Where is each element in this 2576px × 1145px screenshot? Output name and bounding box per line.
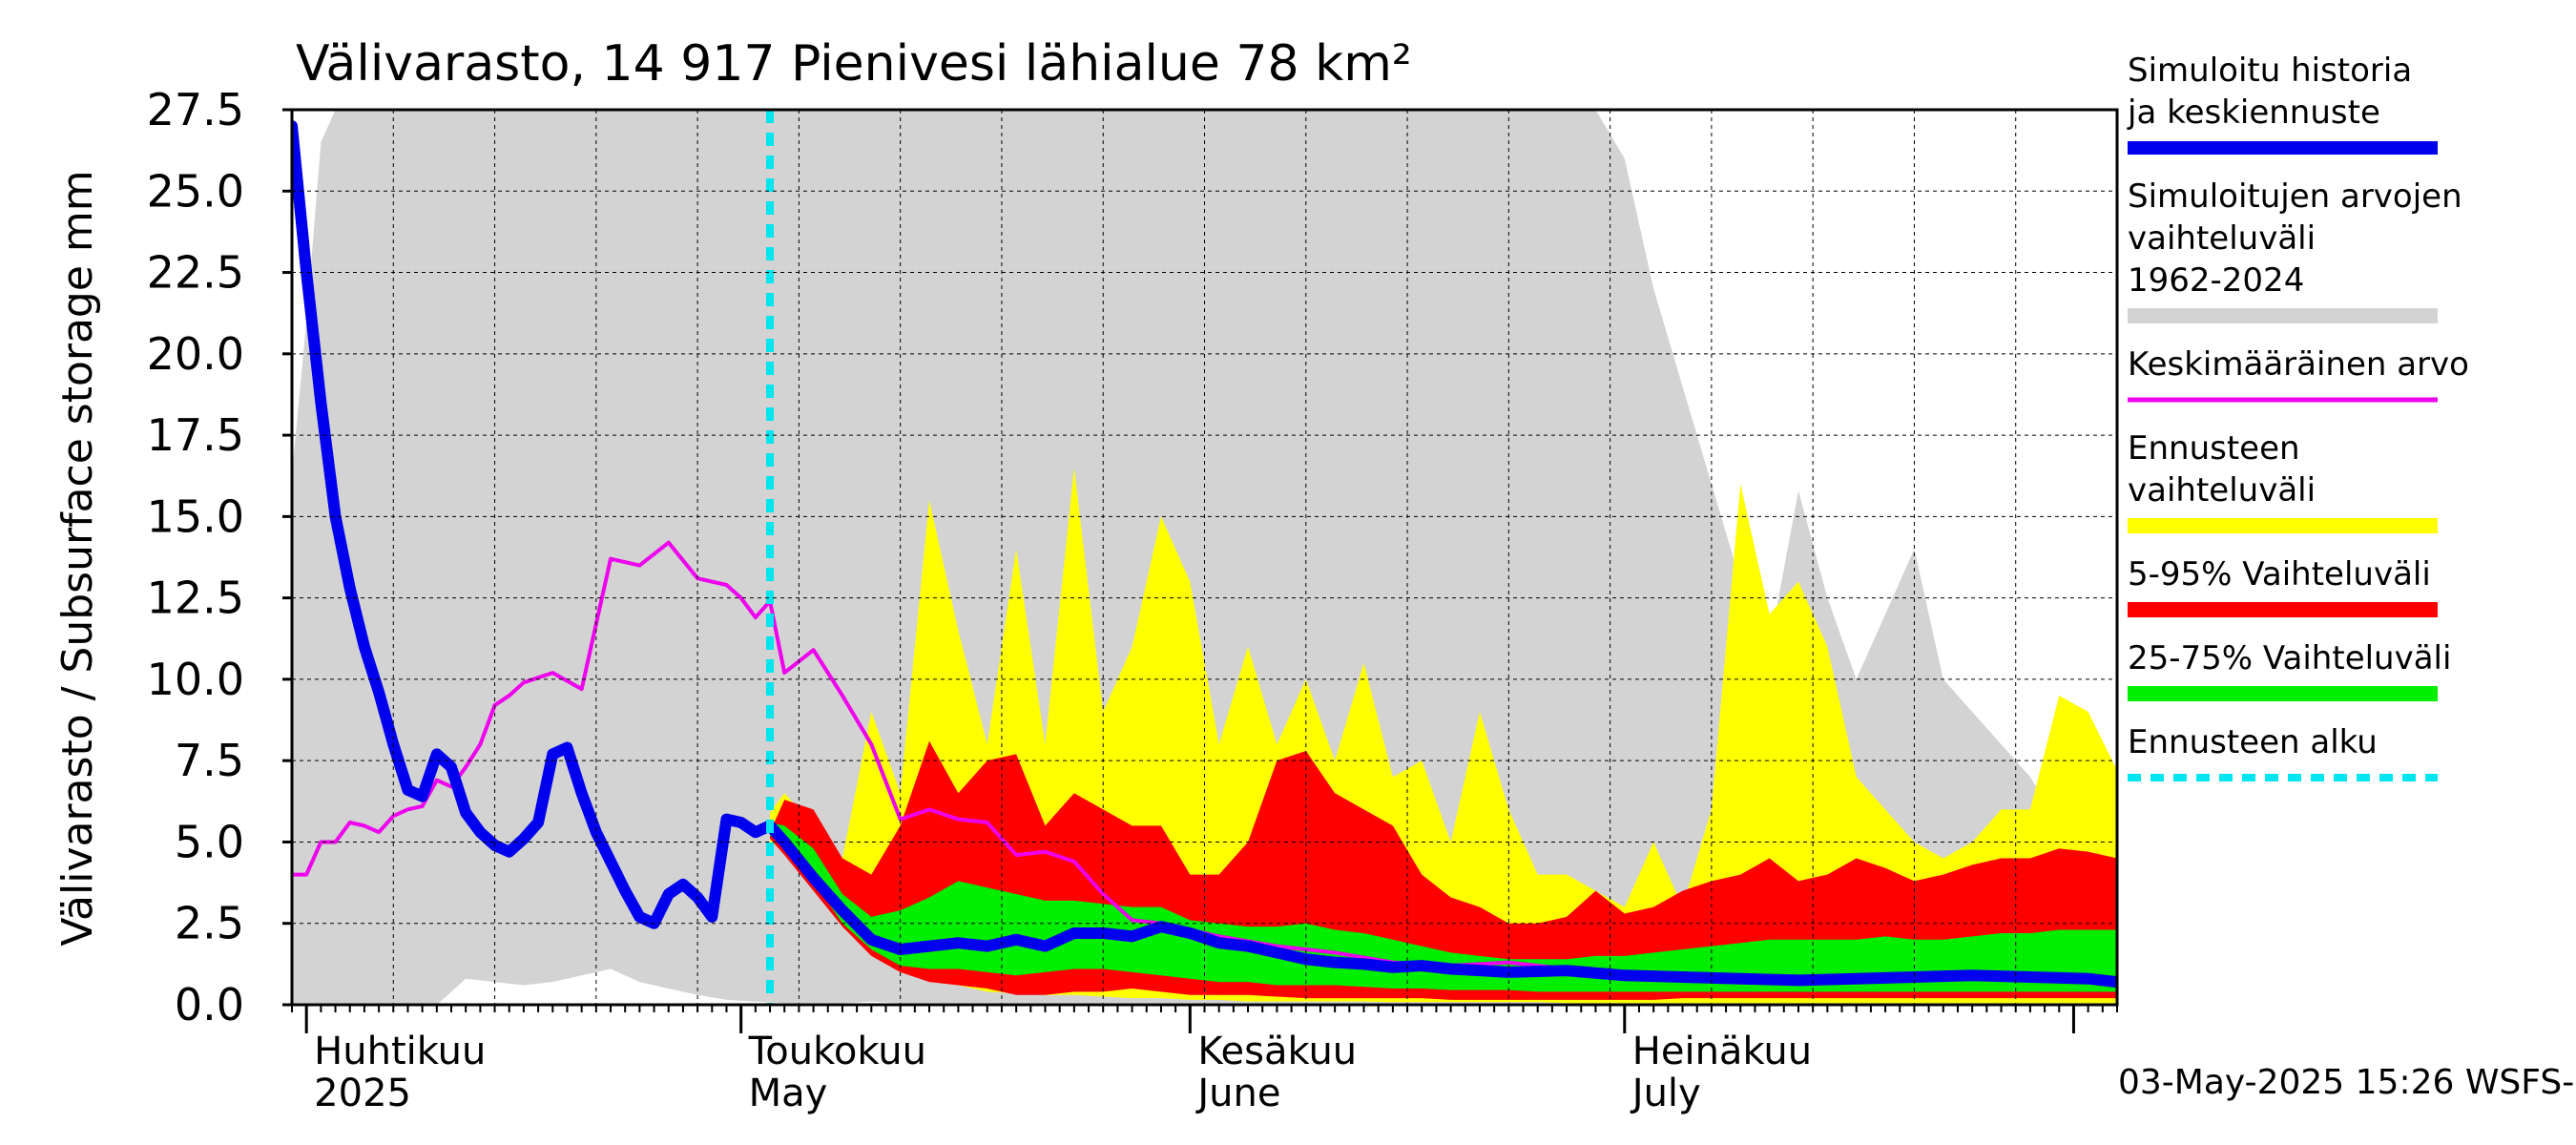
x-month-label-en: July [1630,1072,1701,1115]
y-tick-label: 27.5 [147,84,244,135]
legend-label: 5-95% Vaihteluväli [2128,555,2431,593]
legend-label: ja keskiennuste [2127,94,2380,132]
y-tick-label: 12.5 [147,572,244,624]
legend-label: 1962-2024 [2128,261,2304,300]
legend-label: 25-75% Vaihteluväli [2128,639,2451,677]
x-month-label-fi: Toukokuu [748,1030,926,1073]
footer-timestamp: 03-May-2025 15:26 WSFS-O [2118,1063,2576,1102]
y-tick-label: 10.0 [147,654,244,705]
legend-label: Keskimääräinen arvo [2128,345,2469,384]
x-month-label-fi: Heinäkuu [1632,1030,1812,1073]
y-tick-label: 15.0 [147,490,244,542]
legend-label: Simuloitu historia [2128,52,2412,90]
x-month-label-en: 2025 [314,1072,411,1115]
y-axis-label: Välivarasto / Subsurface storage mm [53,170,102,946]
x-month-label-en: May [749,1072,828,1115]
historical-range-band [292,110,2117,1005]
legend-label: vaihteluväli [2128,219,2316,258]
x-month-label-fi: Huhtikuu [314,1030,486,1073]
legend-label: Simuloitujen arvojen [2128,177,2462,216]
band-25-75 [770,822,2117,992]
legend: Simuloitu historia ja keskiennuste Simuloi… [2127,52,2469,781]
legend-label: Ennusteen [2128,429,2300,468]
x-month-label-fi: Kesäkuu [1197,1030,1357,1073]
y-tick-label: 7.5 [175,735,244,786]
legend-label: vaihteluväli [2128,471,2316,510]
axes: 0.0 2.5 5.0 7.5 10.0 12.5 15.0 17.5 20.0 22.5 25.0… [147,84,2119,1115]
y-tick-label: 0.0 [175,979,244,1030]
chart-title: Välivarasto, 14 917 Pienivesi lähialue 7… [296,35,1412,93]
x-month-label-en: June [1195,1072,1280,1115]
legend-label: Ennusteen alku [2128,723,2378,761]
y-tick-label: 5.0 [175,816,244,867]
y-tick-label: 2.5 [175,898,244,949]
y-tick-label: 17.5 [147,409,244,461]
y-tick-label: 20.0 [147,328,244,380]
y-tick-label: 25.0 [147,165,244,217]
y-tick-label: 22.5 [147,247,244,299]
